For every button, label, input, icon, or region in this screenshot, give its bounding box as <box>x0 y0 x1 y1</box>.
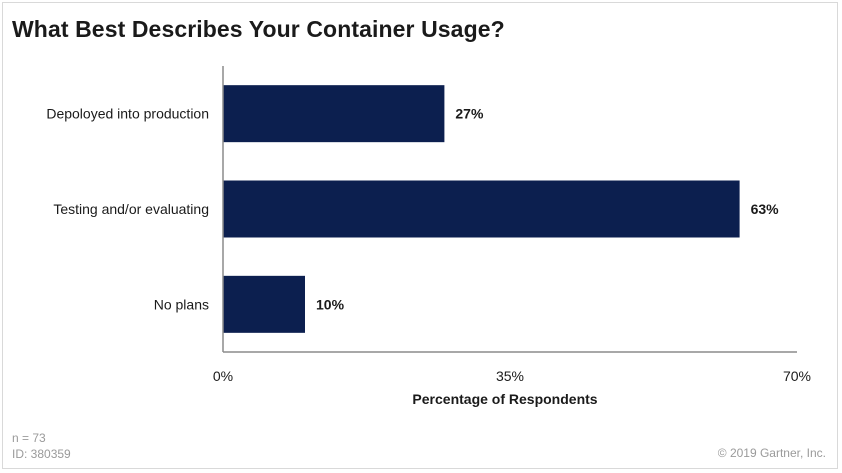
x-tick-label: 35% <box>496 368 524 384</box>
bar-2 <box>223 275 305 333</box>
footer-meta: n = 73 ID: 380359 <box>12 430 71 462</box>
chart-title: What Best Describes Your Container Usage… <box>12 16 505 42</box>
data-label: 63% <box>751 201 780 217</box>
x-tick-label: 70% <box>783 368 811 384</box>
figure-id: ID: 380359 <box>12 447 71 461</box>
category-label: Depoloyed into production <box>46 106 209 122</box>
x-axis-title: Percentage of Respondents <box>412 391 597 407</box>
bar-0 <box>223 85 445 143</box>
data-label: 27% <box>455 106 484 122</box>
data-label: 10% <box>316 296 345 312</box>
copyright: © 2019 Gartner, Inc. <box>717 446 826 460</box>
x-tick-label: 0% <box>213 368 233 384</box>
bar-1 <box>223 180 740 238</box>
category-label: Testing and/or evaluating <box>53 201 209 217</box>
category-label: No plans <box>154 296 209 312</box>
sample-size: n = 73 <box>12 431 46 445</box>
